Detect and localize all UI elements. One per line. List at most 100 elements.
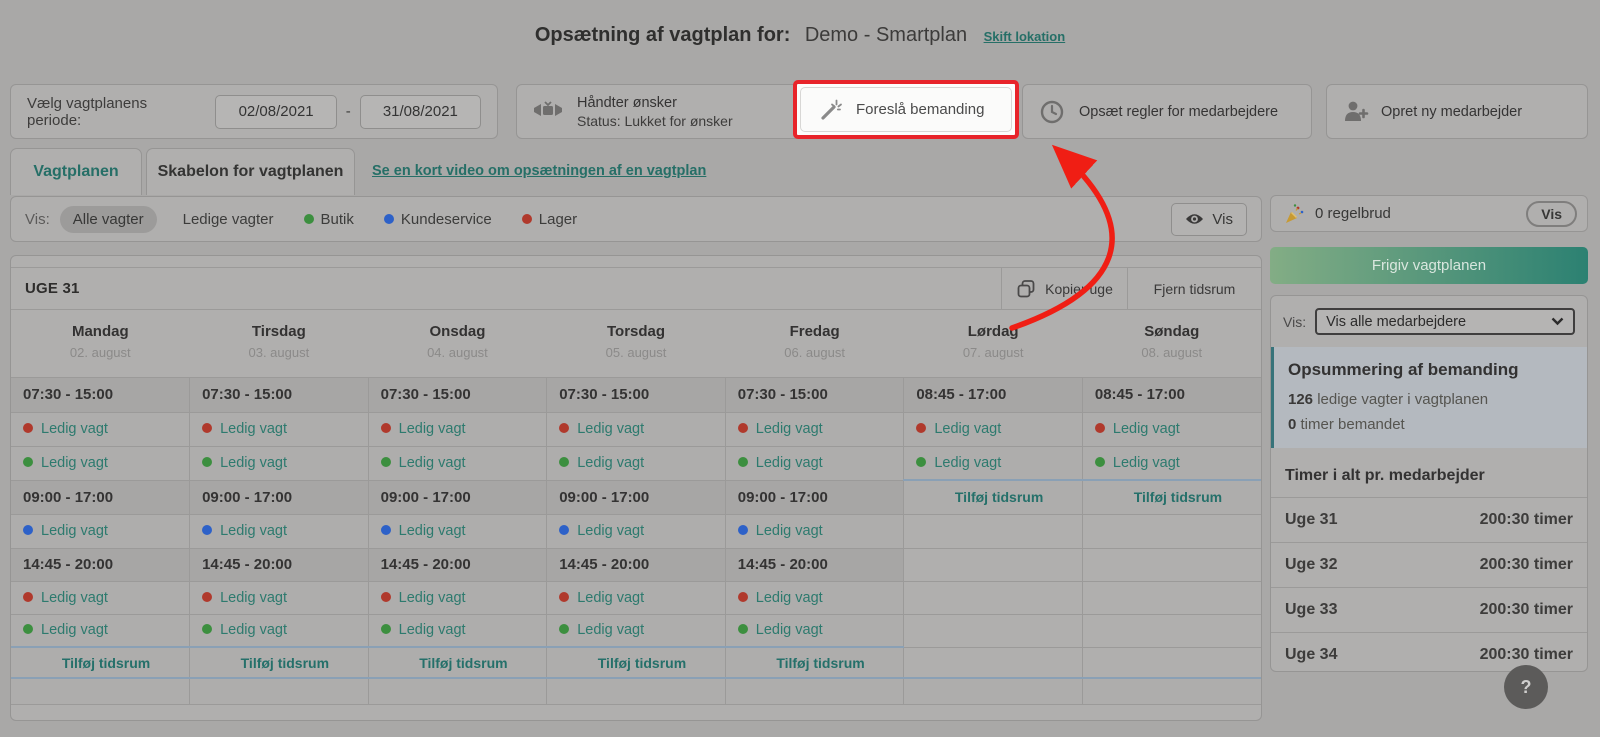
open-shift-cell[interactable]: Ledig vagt xyxy=(189,614,369,648)
shift-dot-green xyxy=(916,456,927,467)
add-timeslot-cell[interactable]: Tilføj tidsrum xyxy=(189,646,369,679)
day-col-lordag: Lørdag 07. august xyxy=(904,310,1083,377)
shift-dot-green xyxy=(202,457,213,467)
open-shift-cell[interactable]: Ledig vagt xyxy=(189,514,369,549)
empty-cell xyxy=(903,647,1083,679)
shift-dot-green xyxy=(380,457,391,467)
filter-open-shifts[interactable]: Ledige vagter xyxy=(182,210,274,228)
open-shift-label: Ledig vagt xyxy=(577,622,645,639)
change-location-link[interactable]: Skift lokation xyxy=(983,29,1066,44)
magic-wand-icon xyxy=(821,99,842,120)
show-view-button[interactable]: Vis xyxy=(1171,202,1247,236)
day-col-sondag: Søndag 08. august xyxy=(1082,310,1261,377)
shift-dot-green xyxy=(559,457,570,467)
lager-dot-icon xyxy=(521,214,532,224)
open-shift-cell[interactable]: Ledig vagt xyxy=(546,514,726,549)
open-shift-cell[interactable]: Ledig vagt xyxy=(725,412,905,447)
open-shift-cell[interactable]: Ledig vagt xyxy=(546,446,726,481)
open-shift-cell[interactable]: Ledig vagt xyxy=(11,514,191,549)
open-shift-cell[interactable]: Ledig vagt xyxy=(368,614,548,648)
open-shift-cell[interactable]: Ledig vagt xyxy=(189,446,369,481)
help-button[interactable]: ? xyxy=(1504,665,1548,709)
empty-cell xyxy=(903,677,1083,705)
tab-vagtplanen-label: Vagtplanen xyxy=(33,163,119,180)
week-label: Uge 31 xyxy=(1285,511,1338,528)
open-shift-cell[interactable]: Ledig vagt xyxy=(546,614,726,648)
open-shift-cell[interactable]: Ledig vagt xyxy=(725,614,905,648)
empty-cell xyxy=(903,548,1083,582)
date-from-input[interactable]: 02/08/2021 xyxy=(215,94,337,129)
create-employee-label: Opret ny medarbejder xyxy=(1381,103,1523,120)
filter-group-kundeservice[interactable]: Kundeservice xyxy=(383,211,492,228)
open-shift-cell[interactable]: Ledig vagt xyxy=(725,514,905,549)
open-shift-cell[interactable]: Ledig vagt xyxy=(903,412,1083,447)
open-shift-cell[interactable]: Ledig vagt xyxy=(189,581,369,615)
open-shift-cell[interactable]: Ledig vagt xyxy=(903,446,1083,481)
open-shift-label: Ledig vagt xyxy=(220,523,287,539)
open-shift-label: Ledig vagt xyxy=(755,622,823,639)
open-shift-label: Ledig vagt xyxy=(41,421,108,437)
copy-week-button[interactable]: Kopier uge xyxy=(1001,268,1127,309)
open-shift-cell[interactable]: Ledig vagt xyxy=(1082,446,1261,481)
add-timeslot-cell[interactable]: Tilføj tidsrum xyxy=(546,646,726,679)
open-shift-cell[interactable]: Ledig vagt xyxy=(368,412,548,447)
shift-dot-red xyxy=(737,423,748,433)
open-shift-cell[interactable]: Ledig vagt xyxy=(11,446,191,481)
tab-vagtplanen[interactable]: Vagtplanen xyxy=(10,148,142,195)
open-shift-cell[interactable]: Ledig vagt xyxy=(546,412,726,447)
open-shift-label: Ledig vagt xyxy=(220,589,287,606)
tutorial-highlight-box: Foreslå bemanding xyxy=(793,80,1019,139)
staffed-hours-line: 0 timer bemandet xyxy=(1288,416,1571,433)
person-add-icon xyxy=(1345,101,1369,121)
handle-wishes-button[interactable]: Håndter ønsker Status: Lukket for ønsker xyxy=(516,84,818,139)
shift-dot-green xyxy=(23,624,33,635)
shift-dot-green xyxy=(559,624,570,635)
open-shift-cell[interactable]: Ledig vagt xyxy=(725,446,905,481)
open-shift-cell[interactable]: Ledig vagt xyxy=(11,412,191,447)
date-to-input[interactable]: 31/08/2021 xyxy=(359,94,481,129)
open-shift-cell[interactable]: Ledig vagt xyxy=(189,412,369,447)
week-hours: 200:30 timer xyxy=(1479,511,1573,528)
release-schedule-button[interactable]: Frigiv vagtplanen xyxy=(1270,247,1588,284)
setup-rules-button[interactable]: Opsæt regler for medarbejdere xyxy=(1022,84,1312,139)
open-shift-cell[interactable]: Ledig vagt xyxy=(11,614,191,648)
filter-bar: Vis: Alle vagter Ledige vagter Butik Kun… xyxy=(10,196,1262,242)
open-shift-label: Ledig vagt xyxy=(577,455,645,471)
filter-label: Vis: xyxy=(25,210,50,228)
day-date: 02. august xyxy=(69,345,131,360)
filter-group-butik[interactable]: Butik xyxy=(303,211,354,228)
shift-dot-green xyxy=(380,624,391,635)
suggest-staffing-button[interactable]: Foreslå bemanding xyxy=(800,87,1012,132)
view-filter-select[interactable]: Vis alle medarbejdere xyxy=(1315,308,1575,335)
page-title: Opsætning af vagtplan for: xyxy=(534,24,791,46)
open-shift-cell[interactable]: Ledig vagt xyxy=(368,581,548,615)
shift-dot-green xyxy=(202,624,213,635)
period-label: Vælg vagtplanens periode: xyxy=(27,94,148,129)
violations-show-button[interactable]: Vis xyxy=(1526,200,1577,227)
open-shift-label: Ledig vagt xyxy=(41,523,108,539)
open-shift-label: Ledig vagt xyxy=(398,523,466,539)
video-link[interactable]: Se en kort video om opsætningen af en va… xyxy=(372,163,707,179)
filter-group-lager[interactable]: Lager xyxy=(521,211,577,228)
open-shift-cell[interactable]: Ledig vagt xyxy=(1082,412,1261,447)
shift-table: 07:30 - 15:00 07:30 - 15:00 07:30 - 15:0… xyxy=(11,378,1261,705)
open-shift-label: Ledig vagt xyxy=(755,455,823,471)
violations-text: 0 regelbrud xyxy=(1315,205,1391,222)
setup-rules-label: Opsæt regler for medarbejdere xyxy=(1079,103,1279,120)
open-shift-cell[interactable]: Ledig vagt xyxy=(368,514,548,549)
add-timeslot-cell[interactable]: Tilføj tidsrum xyxy=(11,646,191,679)
filter-all-shifts[interactable]: Alle vagter xyxy=(59,205,157,233)
tab-skabelon[interactable]: Skabelon for vagtplanen xyxy=(146,148,355,195)
open-shift-cell[interactable]: Ledig vagt xyxy=(546,581,726,615)
add-timeslot-cell[interactable]: Tilføj tidsrum xyxy=(1082,479,1261,515)
create-employee-button[interactable]: Opret ny medarbejder xyxy=(1326,84,1588,139)
add-timeslot-cell[interactable]: Tilføj tidsrum xyxy=(725,646,905,679)
open-shift-cell[interactable]: Ledig vagt xyxy=(368,446,548,481)
view-filter-label: Vis: xyxy=(1283,313,1307,330)
location-name: Demo - Smartplan xyxy=(804,24,968,46)
add-timeslot-cell[interactable]: Tilføj tidsrum xyxy=(368,646,548,679)
add-timeslot-cell[interactable]: Tilføj tidsrum xyxy=(903,479,1083,515)
open-shift-cell[interactable]: Ledig vagt xyxy=(725,581,905,615)
remove-timeslot-button[interactable]: Fjern tidsrum xyxy=(1127,268,1261,309)
open-shift-cell[interactable]: Ledig vagt xyxy=(11,581,191,615)
